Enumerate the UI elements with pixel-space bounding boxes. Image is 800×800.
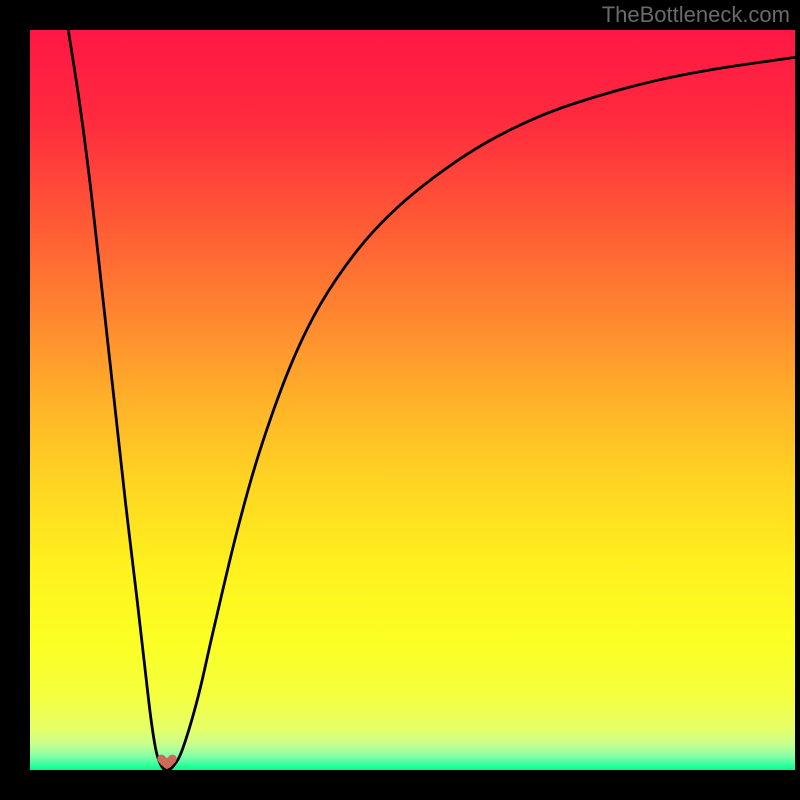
chart-root: TheBottleneck.com [0, 0, 800, 800]
bottleneck-curve [68, 30, 795, 770]
minimum-marker-icon [156, 750, 178, 772]
curve-layer [30, 30, 795, 770]
watermark-text: TheBottleneck.com [602, 2, 790, 28]
plot-area [30, 30, 795, 770]
